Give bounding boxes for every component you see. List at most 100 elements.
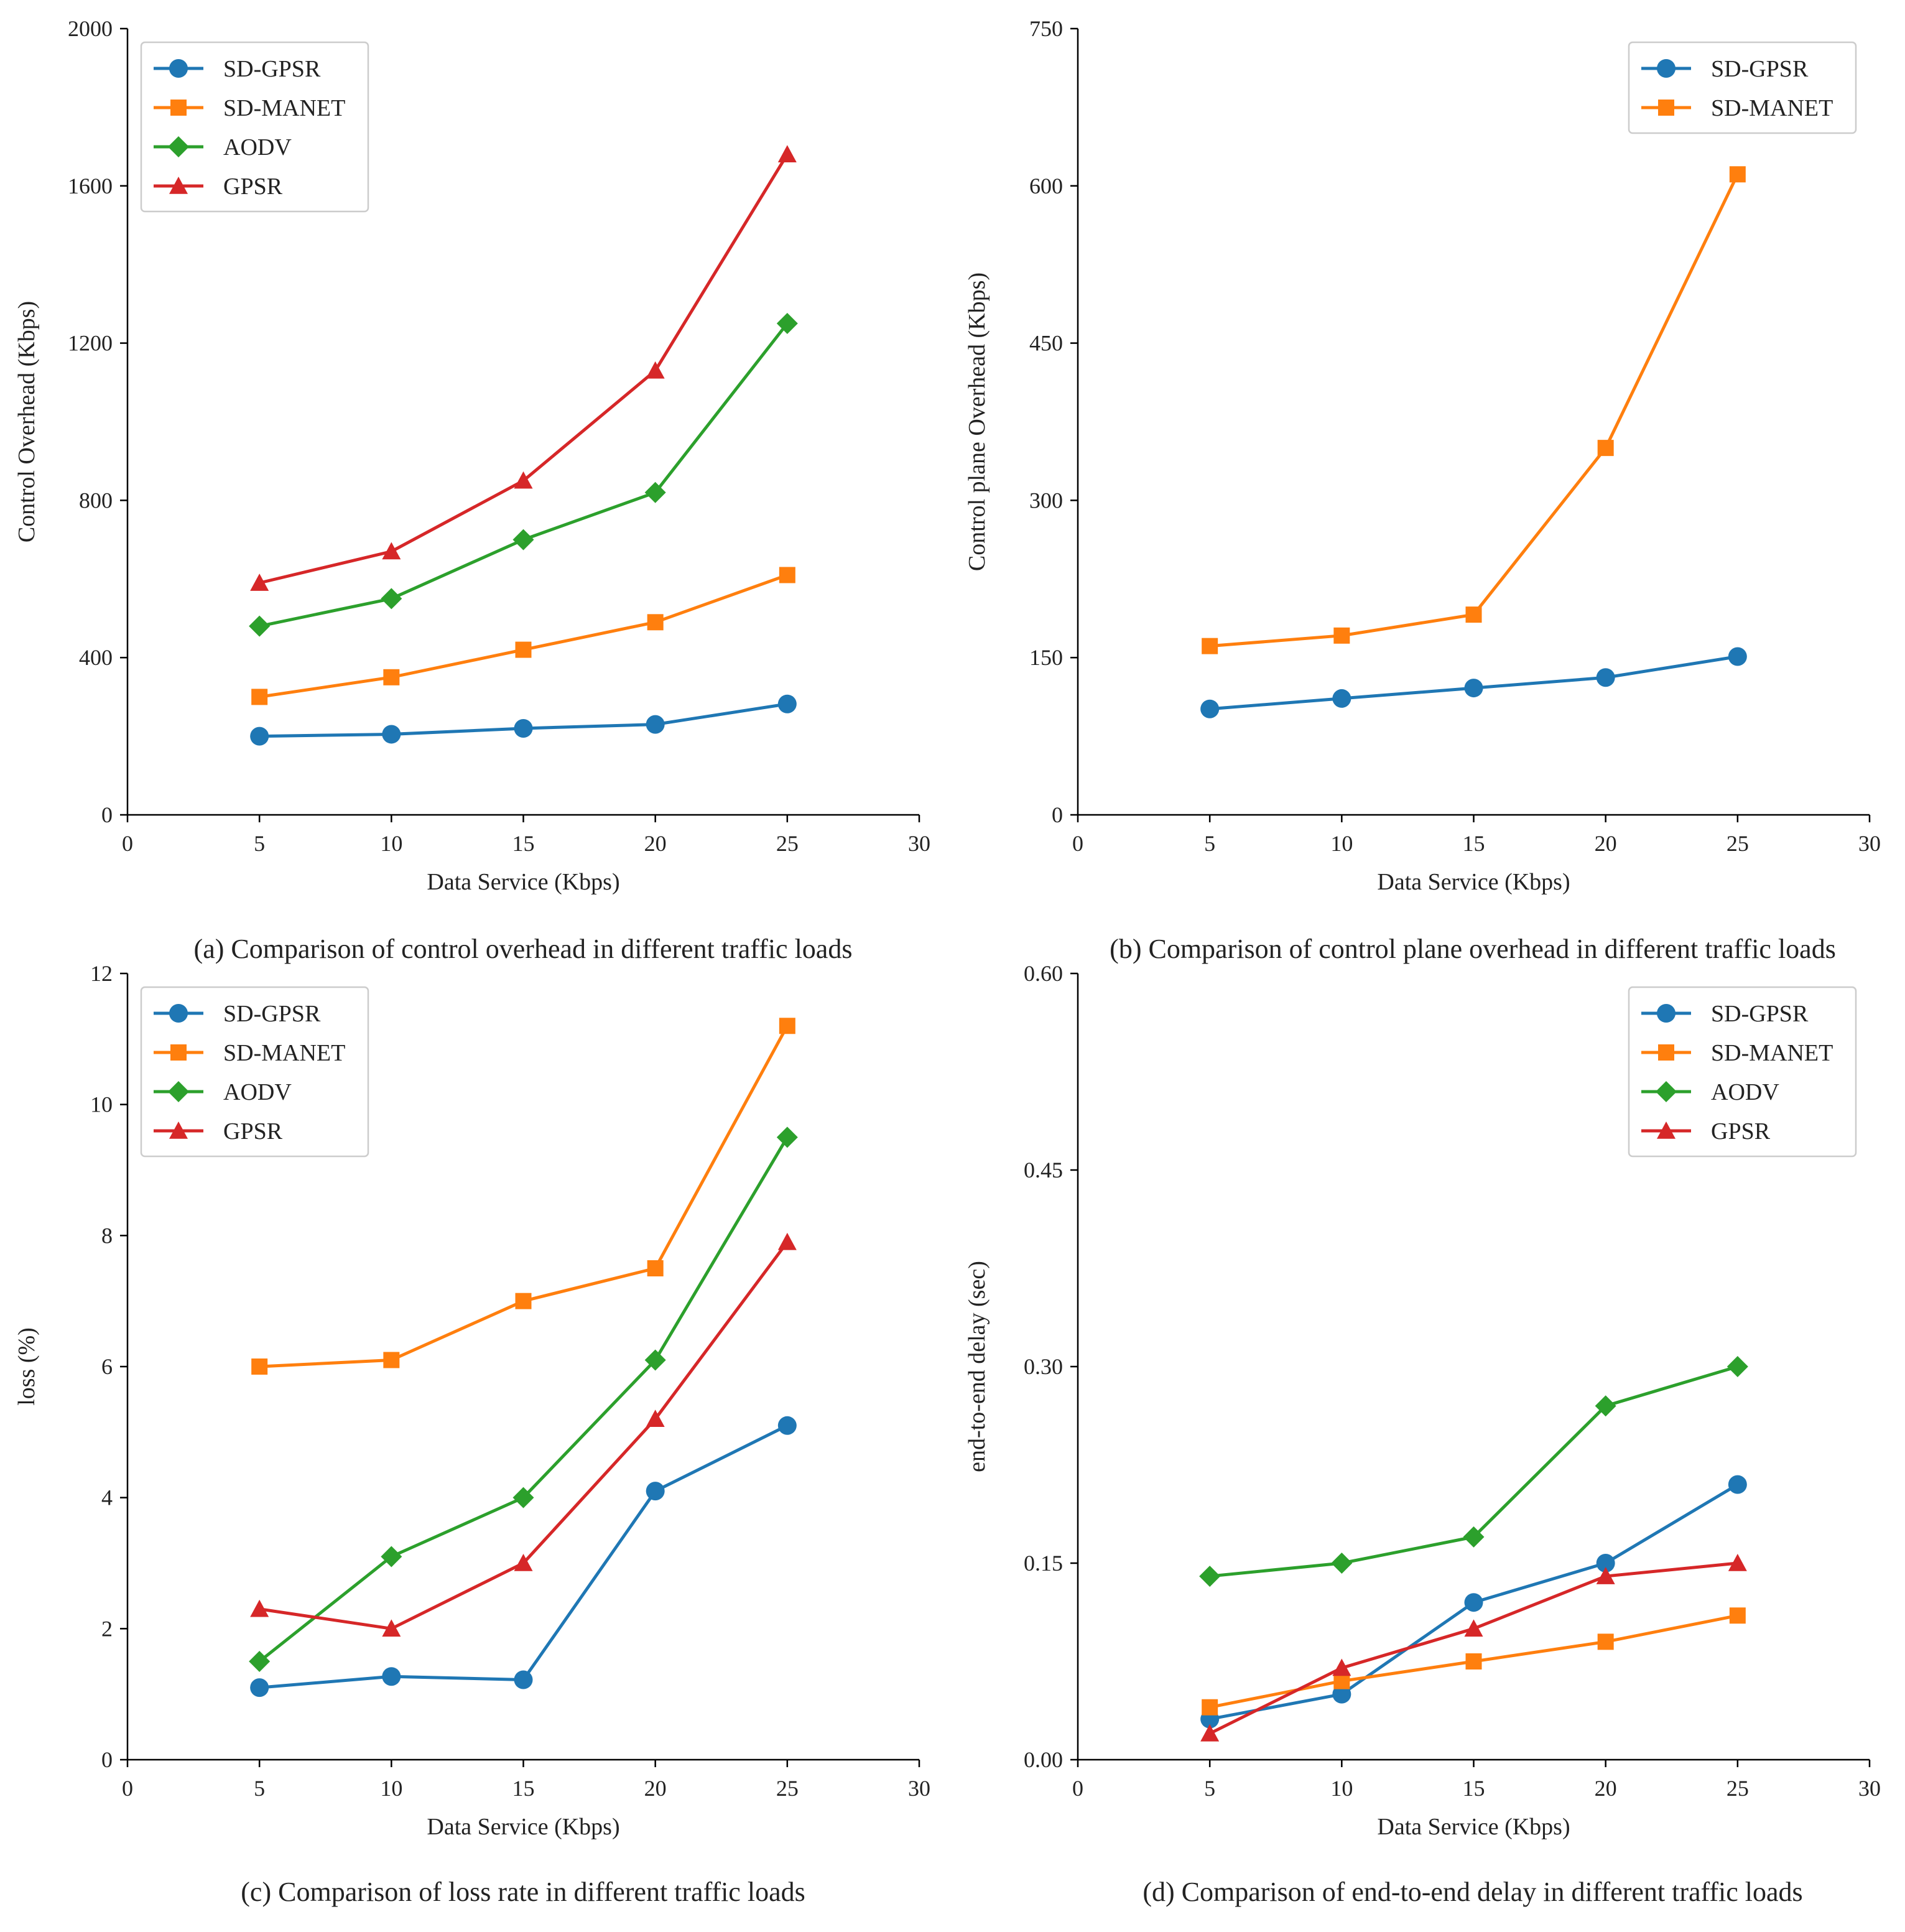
data-point	[1332, 1658, 1351, 1676]
legend: SD-GPSR SD-MANET AODV GPSR	[1628, 986, 1857, 1158]
data-point	[382, 542, 401, 560]
legend-entry: SD-GPSR	[1641, 56, 1809, 82]
y-tick-label: 0	[1052, 802, 1063, 827]
y-tick-label: 450	[1029, 331, 1063, 356]
legend-marker	[169, 59, 188, 78]
data-point	[1728, 1554, 1747, 1571]
data-point	[250, 727, 269, 746]
series-sd-manet	[251, 1018, 795, 1375]
x-tick-label: 20	[1595, 1776, 1617, 1801]
series-gpsr	[250, 1232, 797, 1637]
legend-entry: GPSR	[1641, 1118, 1771, 1145]
chart-panel-1: 0 5 10 15 20 25 30 0 400 800 1200 1600 2000 Data Serv…	[14, 16, 930, 964]
legend-marker	[168, 1081, 189, 1102]
legend-entry: SD-MANET	[1641, 95, 1833, 121]
y-axis-label: loss (%)	[14, 1327, 40, 1406]
legend-frame	[1628, 986, 1857, 1158]
legend-marker	[1658, 100, 1674, 116]
series-aodv	[249, 313, 798, 637]
data-point	[382, 1619, 401, 1637]
y-tick-label: 0.60	[1024, 961, 1063, 986]
x-tick-label: 15	[1463, 831, 1485, 856]
data-point	[1465, 606, 1482, 623]
data-point	[250, 1599, 269, 1617]
data-point	[1200, 699, 1220, 718]
x-tick-label: 20	[644, 1776, 667, 1801]
chart-panel-3: 0 5 10 15 20 25 30 0 2 4 6 8 10 12 Data Service (Kbps)…	[14, 961, 930, 1907]
legend-entry: SD-GPSR	[154, 1001, 321, 1027]
y-axis-label: end-to-end delay (sec)	[964, 1261, 990, 1472]
legend: SD-GPSR SD-MANET	[1628, 41, 1857, 134]
data-point	[250, 574, 269, 591]
series-gpsr	[1200, 1554, 1747, 1742]
x-tick-label: 20	[644, 831, 667, 856]
legend-entry: GPSR	[154, 1118, 283, 1145]
legend-label: AODV	[1711, 1079, 1779, 1105]
legend-marker	[169, 177, 188, 194]
legend-entry: GPSR	[154, 174, 283, 200]
data-point	[251, 1358, 268, 1375]
legend-entry: AODV	[154, 134, 292, 160]
legend-label: SD-GPSR	[1711, 56, 1809, 82]
x-tick-label: 5	[1204, 831, 1215, 856]
x-tick-label: 10	[1330, 1776, 1353, 1801]
x-tick-label: 0	[122, 1776, 133, 1801]
y-tick-label: 0.45	[1024, 1158, 1063, 1182]
data-point	[383, 1352, 400, 1368]
y-tick-label: 300	[1029, 488, 1063, 513]
legend-label: SD-MANET	[223, 1040, 345, 1066]
series-gpsr	[250, 145, 797, 591]
legend-label: AODV	[223, 1079, 292, 1105]
data-point	[646, 1482, 665, 1501]
legend-label: SD-MANET	[1711, 1040, 1833, 1066]
data-point	[1597, 1633, 1614, 1650]
data-point	[1728, 1475, 1747, 1494]
x-tick-label: 10	[380, 1776, 402, 1801]
data-point	[1729, 166, 1746, 183]
data-point	[644, 481, 666, 503]
y-tick-label: 10	[90, 1092, 113, 1117]
data-point	[777, 145, 797, 162]
legend-marker	[1657, 1004, 1676, 1023]
data-point	[1596, 1567, 1615, 1584]
data-point	[1463, 1526, 1485, 1548]
data-point	[1728, 647, 1747, 666]
series-line	[259, 574, 788, 699]
series-sd-gpsr	[1200, 647, 1747, 718]
legend-entry: AODV	[1641, 1079, 1779, 1105]
x-axis-label: Data Service (Kbps)	[1377, 1814, 1570, 1840]
legend-label: SD-GPSR	[1711, 1001, 1809, 1027]
series-sd-manet	[1202, 166, 1746, 654]
legend-marker	[1657, 1122, 1676, 1139]
legend-label: AODV	[223, 134, 292, 160]
data-point	[1597, 440, 1614, 457]
data-point	[1202, 638, 1218, 654]
legend-label: GPSR	[223, 174, 283, 200]
legend-entry: SD-GPSR	[1641, 1001, 1809, 1027]
legend-label: GPSR	[223, 1118, 283, 1145]
data-point	[1199, 1566, 1221, 1587]
legend: SD-GPSR SD-MANET AODV GPSR	[140, 986, 369, 1158]
x-axis-label: Data Service (Kbps)	[427, 1814, 619, 1840]
data-point	[644, 1349, 666, 1371]
x-tick-label: 5	[254, 831, 265, 856]
data-point	[647, 614, 664, 631]
x-tick-label: 15	[512, 1776, 535, 1801]
x-tick-label: 25	[776, 1776, 799, 1801]
y-tick-label: 0.00	[1024, 1747, 1063, 1772]
data-point	[779, 1018, 795, 1034]
chart-panel-4: 0 5 10 15 20 25 30 0.00 0.15 0.30 0.45 0.60 Data Ser…	[964, 961, 1881, 1907]
data-point	[776, 313, 798, 334]
legend-marker	[169, 1122, 188, 1139]
y-axis-label: Control plane Overhead (Kbps)	[964, 272, 990, 571]
y-tick-label: 0.15	[1024, 1551, 1063, 1576]
legend-marker	[1658, 1044, 1674, 1061]
x-tick-label: 25	[776, 831, 799, 856]
data-point	[1596, 668, 1615, 687]
data-point	[514, 718, 533, 738]
legend-entry: SD-MANET	[154, 95, 345, 121]
y-tick-label: 0	[101, 1747, 113, 1772]
data-point	[514, 1670, 533, 1689]
data-point	[1464, 679, 1483, 698]
